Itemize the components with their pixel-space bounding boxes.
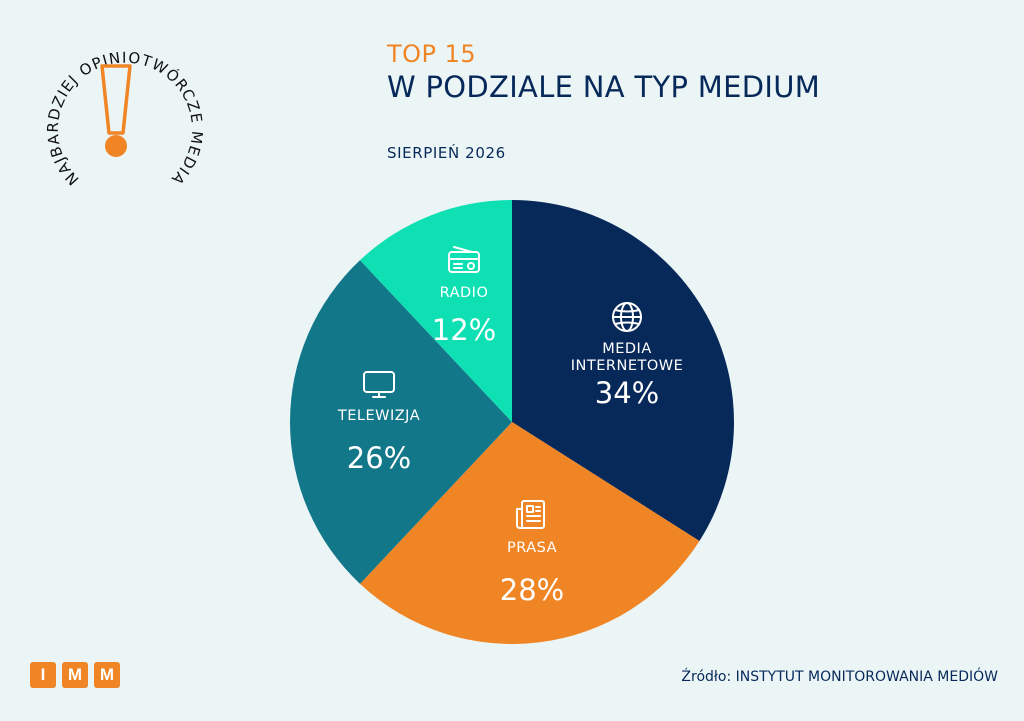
slice-label: INTERNETOWE [571, 358, 684, 374]
radio-icon [448, 246, 480, 273]
slice-label: MEDIA [602, 341, 652, 357]
logo-letter: M [94, 662, 120, 688]
imm-logo: I M M [30, 662, 120, 688]
pie-slice [360, 200, 512, 422]
title-top: TOP 15 [387, 40, 477, 68]
pie-slice [512, 200, 734, 541]
slice-value: 34% [595, 376, 659, 410]
slice-label: PRASA [507, 540, 557, 556]
logo-letter: M [62, 662, 88, 688]
slice-value: 26% [347, 441, 411, 475]
page-title: W PODZIALE NA TYP MEDIUM [387, 70, 821, 104]
exclamation-icon [100, 64, 132, 157]
globe-icon [612, 302, 642, 332]
pie-slice [290, 260, 512, 584]
slice-value: 12% [432, 313, 496, 347]
slice-label: RADIO [440, 285, 489, 301]
slice-label-group: TELEWIZJA 26% [337, 371, 420, 475]
slice-label-group: PRASA 28% [500, 500, 564, 607]
pie-slice [360, 422, 700, 644]
newspaper-icon [516, 500, 545, 529]
slice-label: TELEWIZJA [337, 408, 420, 424]
logo-letter: I [30, 662, 56, 688]
slice-label-group: RADIO 12% [432, 246, 496, 347]
slice-value: 28% [500, 573, 564, 607]
source-note: Źródło: INSTYTUT MONITOROWANIA MEDIÓW [681, 669, 998, 685]
badge: NAJBARDZIEJ OPINIOTWÓRCZE MEDIA [44, 49, 205, 189]
tv-icon [363, 371, 395, 398]
subtitle: SIERPIEŃ 2026 [387, 144, 506, 162]
